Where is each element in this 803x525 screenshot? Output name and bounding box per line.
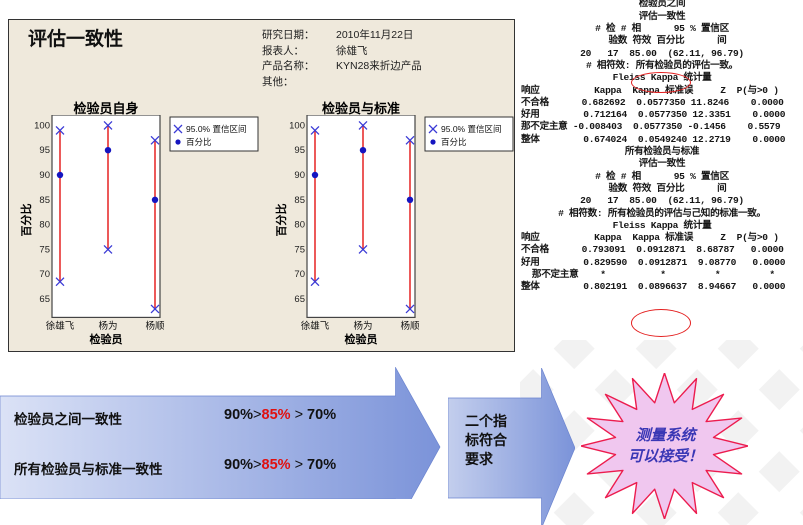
svg-text:百分比: 百分比 <box>275 204 288 237</box>
svg-text:95.0% 置信区间: 95.0% 置信区间 <box>441 124 501 134</box>
svg-text:杨为: 杨为 <box>98 320 117 332</box>
svg-text:徐雄飞: 徐雄飞 <box>301 320 330 332</box>
svg-text:杨顺: 杨顺 <box>400 320 420 332</box>
svg-text:杨顺: 杨顺 <box>145 320 165 332</box>
svg-text:百分比: 百分比 <box>20 204 33 237</box>
svg-text:95.0% 置信区间: 95.0% 置信区间 <box>186 124 246 134</box>
svg-text:80: 80 <box>294 220 305 231</box>
svg-text:65: 65 <box>294 294 305 305</box>
svg-text:百分比: 百分比 <box>186 137 212 147</box>
svg-text:70: 70 <box>39 269 50 280</box>
svg-text:百分比: 百分比 <box>441 137 467 147</box>
svg-text:100: 100 <box>289 120 305 131</box>
svg-text:85: 85 <box>294 195 305 206</box>
svg-text:100: 100 <box>34 120 50 131</box>
svg-text:杨为: 杨为 <box>353 320 372 332</box>
svg-text:检验员: 检验员 <box>345 332 378 345</box>
svg-text:95: 95 <box>39 145 50 156</box>
svg-text:70: 70 <box>294 269 305 280</box>
svg-text:85: 85 <box>39 195 50 206</box>
svg-text:80: 80 <box>39 220 50 231</box>
svg-text:75: 75 <box>294 244 305 255</box>
svg-text:95: 95 <box>294 145 305 156</box>
svg-text:徐雄飞: 徐雄飞 <box>46 320 75 332</box>
svg-text:65: 65 <box>39 294 50 305</box>
svg-text:检验员: 检验员 <box>90 332 123 345</box>
svg-text:90: 90 <box>294 170 305 181</box>
svg-text:75: 75 <box>39 244 50 255</box>
svg-text:90: 90 <box>39 170 50 181</box>
